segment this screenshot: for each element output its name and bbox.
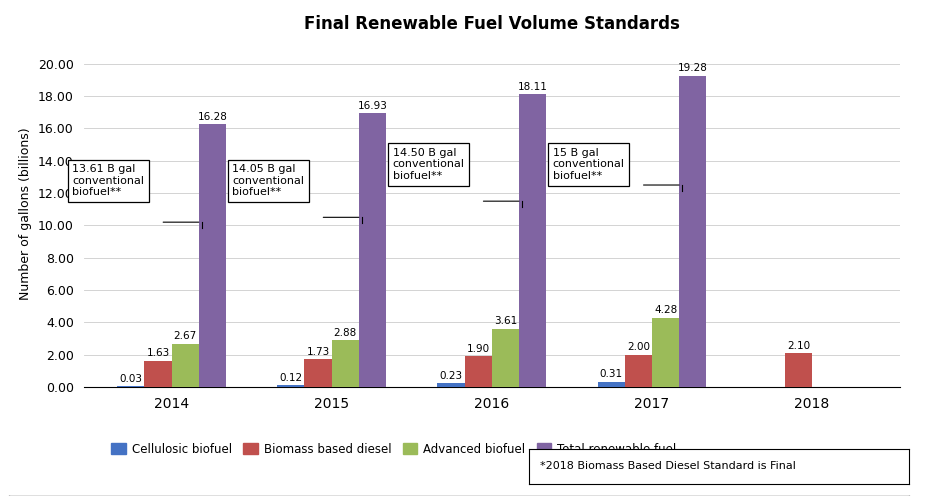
Text: 2.00: 2.00 [626, 342, 649, 352]
Bar [171, 344, 198, 387]
Text: 14.05 B gal
conventional
biofuel**: 14.05 B gal conventional biofuel** [232, 164, 304, 197]
Bar [437, 383, 464, 387]
Text: 0.03: 0.03 [120, 374, 142, 384]
Bar [624, 355, 652, 387]
Bar [145, 361, 171, 387]
Text: 2.67: 2.67 [173, 331, 197, 341]
Text: 3.61: 3.61 [493, 316, 516, 326]
Text: 4.28: 4.28 [654, 306, 677, 315]
Text: 0.23: 0.23 [439, 371, 462, 381]
Text: 16.93: 16.93 [357, 101, 387, 111]
Bar [491, 328, 518, 387]
Text: 15 B gal
conventional
biofuel**: 15 B gal conventional biofuel** [552, 148, 624, 181]
Bar [198, 124, 226, 387]
Text: 1.90: 1.90 [466, 344, 489, 354]
Text: 2.88: 2.88 [334, 328, 357, 338]
Text: *2018 Biomass Based Diesel Standard is Final: *2018 Biomass Based Diesel Standard is F… [540, 461, 795, 471]
Y-axis label: Number of gallons (billions): Number of gallons (billions) [19, 127, 32, 300]
Bar [518, 94, 546, 387]
Text: 13.61 B gal
conventional
biofuel**: 13.61 B gal conventional biofuel** [72, 164, 145, 197]
Bar [784, 353, 811, 387]
Text: 19.28: 19.28 [677, 63, 707, 73]
Title: Final Renewable Fuel Volume Standards: Final Renewable Fuel Volume Standards [303, 14, 679, 33]
Text: 18.11: 18.11 [517, 82, 547, 92]
Bar [679, 75, 705, 387]
Bar [304, 359, 331, 387]
Bar [331, 340, 359, 387]
Text: 1.73: 1.73 [306, 347, 329, 357]
Bar [359, 114, 386, 387]
Bar [464, 356, 491, 387]
Text: 0.12: 0.12 [279, 372, 302, 382]
Legend: Cellulosic biofuel, Biomass based diesel, Advanced biofuel, Total renewable fuel: Cellulosic biofuel, Biomass based diesel… [107, 438, 680, 460]
Text: 14.50 B gal
conventional
biofuel**: 14.50 B gal conventional biofuel** [392, 148, 464, 181]
Text: 16.28: 16.28 [197, 112, 227, 122]
Text: 1.63: 1.63 [146, 348, 170, 358]
Bar [597, 382, 624, 387]
Text: 2.10: 2.10 [786, 341, 809, 351]
Bar [277, 385, 304, 387]
Text: 0.31: 0.31 [599, 370, 622, 379]
Bar [652, 318, 679, 387]
